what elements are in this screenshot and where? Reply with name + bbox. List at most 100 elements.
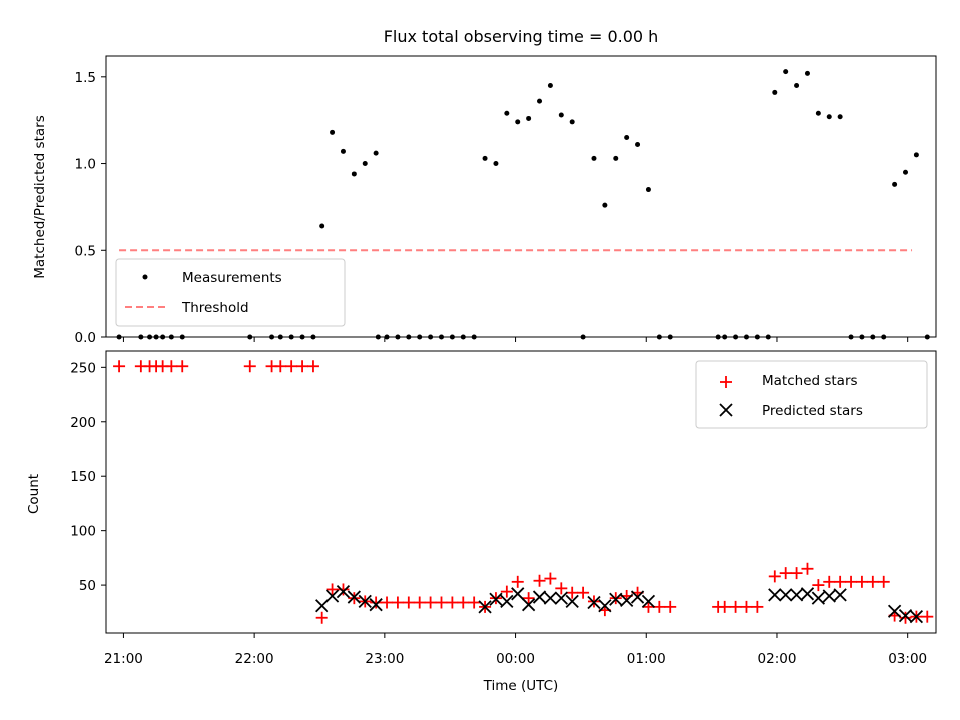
predicted-star-point [789, 588, 804, 602]
predicted-star-point [630, 590, 645, 604]
top-x-axis [122, 337, 909, 342]
matched-star-point [834, 575, 847, 588]
bottom-x-tick-label: 22:00 [235, 651, 274, 667]
matched-star-point [664, 600, 677, 613]
bottom-y-axis-label: Count [26, 474, 42, 514]
predicted-star-point [598, 599, 612, 613]
bottom-x-tick-label: 03:00 [888, 651, 927, 667]
measurement-point [537, 98, 543, 104]
predicted-star-x-b [369, 598, 383, 612]
measurement-point [794, 82, 800, 88]
matched-star-point [113, 360, 126, 373]
matched-star-point [274, 360, 287, 373]
predicted-star-point [833, 588, 847, 602]
predicted-star-point [336, 584, 351, 599]
legend-measurements-marker [142, 274, 148, 280]
bottom-x-tick-label: 02:00 [758, 651, 797, 667]
predicted-star-x-b [521, 598, 536, 612]
matched-star-point [812, 579, 825, 592]
predicted-star-point [532, 590, 547, 604]
legend-predicted-label: Predicted stars [762, 403, 863, 419]
predicted-star-x-b [768, 588, 782, 602]
matched-star-point [921, 610, 934, 623]
measurement-point [373, 150, 379, 156]
predicted-star-point [554, 591, 568, 605]
predicted-star-x-b [833, 588, 847, 602]
measurement-point [591, 155, 597, 161]
matched-star-point [642, 600, 655, 613]
predicted-star-x-b [543, 591, 558, 605]
measurement-point [558, 112, 564, 118]
bottom-x-tick-label: 00:00 [496, 651, 535, 667]
predicted-star-x-b [511, 587, 525, 601]
predicted-star-point [768, 588, 782, 602]
predicted-stars-series [315, 584, 924, 624]
predicted-star-x-b [598, 599, 612, 613]
matched-star-point [402, 596, 415, 609]
matched-star-point [413, 596, 426, 609]
measurement-point [330, 129, 336, 135]
measurement-point [340, 148, 346, 154]
predicted-star-point [500, 594, 514, 609]
predicted-star-point [800, 587, 815, 601]
legend-matched-marker [720, 376, 732, 388]
predicted-star-point [325, 589, 340, 603]
predicted-star-x-b [565, 594, 579, 609]
predicted-star-point [887, 604, 902, 618]
predicted-star-point [565, 594, 579, 609]
matched-star-point [866, 575, 879, 588]
matched-star-point [845, 575, 858, 588]
matched-star-point [577, 586, 590, 599]
matched-star-point [740, 600, 753, 613]
matched-star-point [653, 600, 666, 613]
predicted-star-x-b [909, 610, 924, 624]
measurement-point [903, 169, 909, 175]
predicted-star-point [358, 594, 372, 609]
predicted-star-x-b [609, 592, 623, 606]
predicted-star-x-b [347, 590, 361, 604]
predicted-star-x-b [789, 588, 804, 602]
measurement-point [826, 114, 832, 120]
bottom-y-tick-label: 100 [70, 524, 96, 540]
predicted-star-x-b [587, 595, 601, 610]
predicted-star-x-b [811, 591, 825, 605]
matched-star-point [533, 574, 546, 587]
predicted-star-point [620, 593, 634, 607]
matched-star-point [326, 583, 339, 596]
predicted-star-x-b [898, 608, 913, 623]
predicted-star-x-b [325, 589, 340, 603]
matched-star-point [768, 570, 781, 583]
matched-star-point [500, 585, 513, 598]
measurement-point [319, 223, 325, 229]
matched-star-point [779, 567, 792, 580]
predicted-star-point [489, 592, 503, 606]
matched-star-point [855, 575, 868, 588]
predicted-star-x-b [500, 594, 514, 609]
predicted-star-point [369, 598, 383, 612]
bottom-legend: Matched stars Predicted stars [695, 360, 928, 429]
matched-star-point [566, 586, 579, 599]
matched-star-point [522, 592, 535, 605]
measurement-point [804, 70, 810, 76]
measurement-point [772, 89, 778, 95]
predicted-star-x-b [822, 589, 836, 603]
predicted-star-point [898, 608, 913, 623]
matched-star-point [899, 611, 912, 624]
bottom-legend-box [695, 360, 928, 429]
predicted-star-x-b [800, 587, 815, 601]
measurement-point [526, 115, 532, 121]
measurement-point [645, 187, 651, 193]
predicted-star-x-b [478, 600, 492, 614]
bottom-x-tick-label: 01:00 [627, 651, 666, 667]
bottom-x-tick-label: 23:00 [365, 651, 404, 667]
predicted-star-point [909, 610, 924, 624]
predicted-star-point [347, 590, 361, 604]
matched-star-point [435, 596, 448, 609]
matched-star-point [468, 596, 481, 609]
legend-predicted-marker [719, 403, 733, 417]
measurement-point [547, 82, 553, 88]
measurement-point [783, 69, 789, 75]
top-y-axis-label: Matched/Predicted stars [32, 115, 48, 278]
matched-star-point [391, 596, 404, 609]
measurement-point [482, 155, 488, 161]
